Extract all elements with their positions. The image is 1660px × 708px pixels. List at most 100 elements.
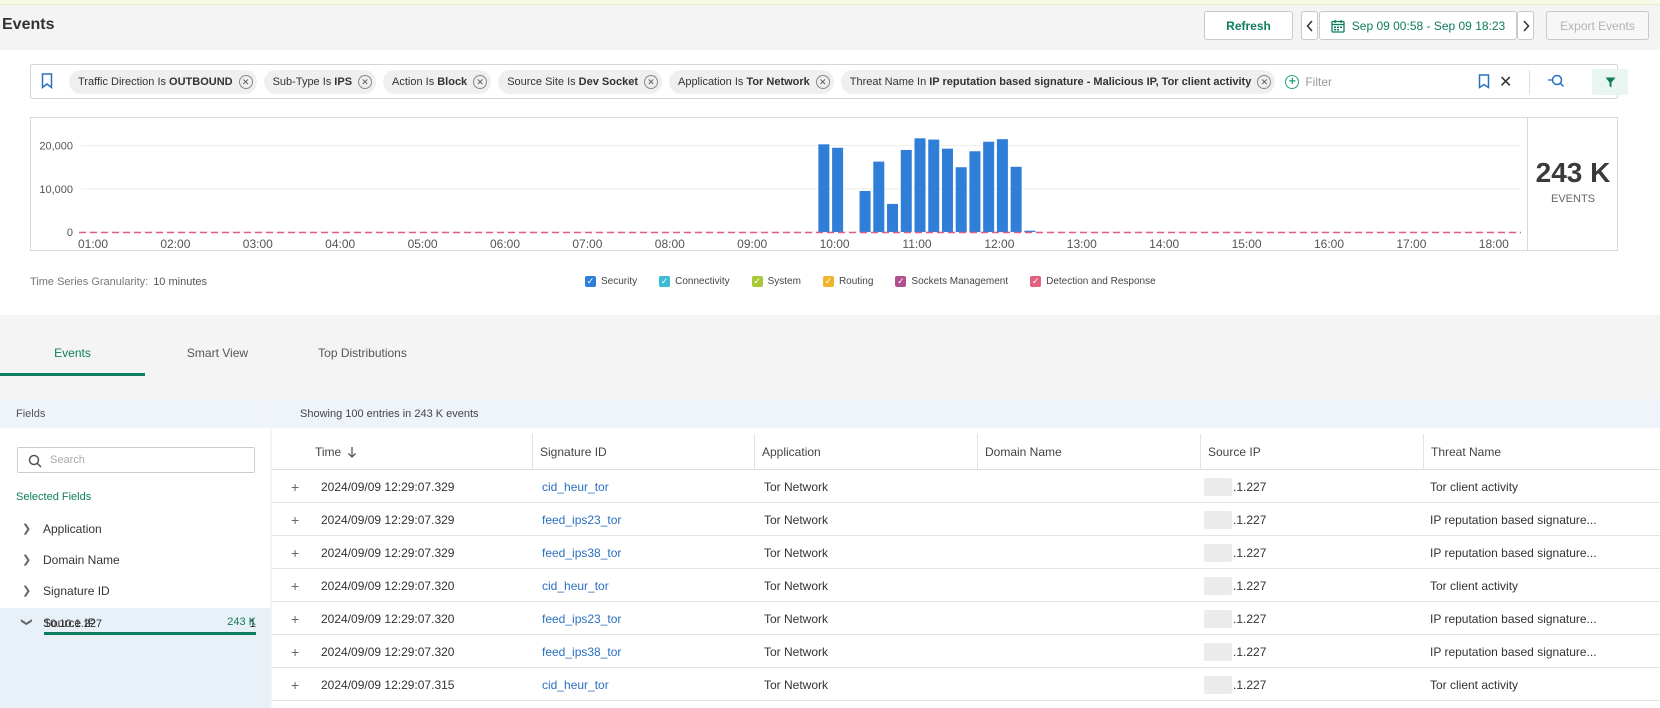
- filter-chip[interactable]: Action Is Block ✕: [383, 70, 492, 94]
- date-range-picker[interactable]: Sep 09 00:58 - Sep 09 18:23: [1319, 11, 1517, 40]
- filter-chip[interactable]: Traffic Direction Is OUTBOUND ✕: [69, 70, 257, 94]
- column-threat-name[interactable]: Threat Name: [1423, 434, 1660, 470]
- table-row[interactable]: + 2024/09/09 12:29:07.320 feed_ips23_tor…: [272, 602, 1660, 635]
- next-range-button[interactable]: [1517, 11, 1534, 40]
- table-row[interactable]: + 2024/09/09 12:29:07.320 feed_ips38_tor…: [272, 635, 1660, 668]
- remove-filter-icon[interactable]: ✕: [358, 75, 373, 89]
- histogram-bar: [941, 148, 953, 232]
- expand-row-icon[interactable]: +: [291, 511, 300, 528]
- remove-filter-icon[interactable]: ✕: [473, 75, 488, 89]
- cell-signature-id[interactable]: feed_ips23_tor: [542, 512, 622, 527]
- checkbox-checked-icon: ✓: [751, 276, 763, 287]
- redacted-block: [1204, 642, 1232, 661]
- histogram-bar: [1024, 230, 1036, 232]
- legend-item[interactable]: ✓ Routing: [822, 276, 873, 287]
- filter-chip[interactable]: Sub-Type Is IPS ✕: [263, 70, 377, 94]
- histogram-svg: 0 10,000 20,000 01:00 02:00 03:00 04:00 05:00 06…: [39, 138, 1521, 251]
- clear-filters-icon[interactable]: ✕: [1499, 74, 1513, 91]
- tab-top-distributions[interactable]: Top Distributions: [318, 346, 407, 360]
- filter-chip-value: OUTBOUND: [169, 76, 233, 88]
- filter-chip[interactable]: Source Site Is Dev Socket ✕: [498, 70, 662, 94]
- saved-queries-icon[interactable]: [41, 73, 53, 92]
- legend-item[interactable]: ✓ System: [751, 276, 801, 287]
- cell-time: 2024/09/09 12:29:07.329: [321, 545, 455, 560]
- expand-row-icon[interactable]: +: [291, 577, 300, 594]
- x-tick-label: 05:00: [408, 237, 438, 251]
- field-domain-name[interactable]: ❯ Domain Name: [0, 544, 270, 575]
- expand-row-icon[interactable]: +: [291, 544, 300, 561]
- cell-signature-id[interactable]: cid_heur_tor: [542, 677, 609, 692]
- legend-item[interactable]: ✓ Sockets Management: [895, 276, 1008, 287]
- divider: [1529, 70, 1530, 94]
- table-row[interactable]: + 2024/09/09 12:29:07.329 cid_heur_tor T…: [272, 470, 1660, 503]
- tab-events[interactable]: Events: [0, 334, 145, 376]
- table-row[interactable]: + 2024/09/09 12:29:07.329 feed_ips23_tor…: [272, 503, 1660, 536]
- legend-label: Sockets Management: [911, 276, 1009, 287]
- table-row[interactable]: + 2024/09/09 12:29:07.320 cid_heur_tor T…: [272, 569, 1660, 602]
- y-tick-label: 10,000: [39, 184, 73, 196]
- tab-smart-view[interactable]: Smart View: [186, 346, 249, 360]
- source-ip-value-count: 243 K: [227, 616, 256, 628]
- source-ip-text: .1.227: [1233, 545, 1267, 560]
- filter-chip-key: Action Is: [392, 76, 435, 88]
- source-ip-text: .1.227: [1233, 611, 1267, 626]
- column-time[interactable]: Time: [272, 434, 532, 470]
- legend-item[interactable]: ✓ Security: [585, 276, 637, 287]
- fields-search-input[interactable]: Search: [17, 447, 255, 473]
- source-ip-value[interactable]: 10.10.1.227: [44, 618, 103, 630]
- legend-item[interactable]: ✓ Connectivity: [659, 276, 730, 287]
- remove-filter-icon[interactable]: ✕: [643, 75, 658, 89]
- column-signature-id[interactable]: Signature ID: [532, 434, 754, 470]
- add-circle-icon: +: [1285, 75, 1300, 89]
- events-counter: 243 K EVENTS: [1527, 117, 1618, 251]
- cell-time: 2024/09/09 12:29:07.315: [321, 677, 455, 692]
- cell-signature-id[interactable]: feed_ips38_tor: [542, 644, 622, 659]
- x-tick-label: 17:00: [1396, 237, 1426, 251]
- filter-chip-value: Dev Socket: [578, 76, 638, 88]
- cell-signature-id[interactable]: cid_heur_tor: [542, 479, 609, 494]
- expand-row-icon[interactable]: +: [291, 478, 300, 495]
- cell-application: Tor Network: [764, 677, 829, 692]
- remove-filter-icon[interactable]: ✕: [238, 75, 253, 89]
- expand-row-icon[interactable]: +: [291, 610, 300, 627]
- legend-item[interactable]: ✓ Detection and Response: [1030, 276, 1156, 287]
- cell-source-ip: .1.227: [1204, 635, 1266, 668]
- field-application[interactable]: ❯ Application: [0, 513, 270, 544]
- field-signature-id[interactable]: ❯ Signature ID: [0, 575, 270, 606]
- previous-range-button[interactable]: [1301, 11, 1318, 40]
- legend-label: System: [767, 276, 801, 287]
- cell-signature-id[interactable]: feed_ips23_tor: [542, 611, 622, 626]
- add-filter-input[interactable]: + Filter: [1285, 75, 1332, 89]
- histogram-bar: [928, 139, 940, 232]
- bookmark-icon[interactable]: [1478, 74, 1490, 92]
- table-row[interactable]: + 2024/09/09 12:29:07.329 feed_ips38_tor…: [272, 536, 1660, 569]
- filter-chip[interactable]: Application Is Tor Network ✕: [668, 70, 834, 94]
- export-events-button[interactable]: Export Events: [1546, 11, 1649, 40]
- refresh-button[interactable]: Refresh: [1204, 11, 1293, 40]
- checkbox-checked-icon: ✓: [585, 276, 596, 287]
- histogram-bar: [887, 203, 899, 232]
- cell-threat-name: IP reputation based signature...: [1430, 512, 1597, 527]
- filter-chip-key: Traffic Direction Is: [78, 76, 167, 88]
- column-application[interactable]: Application: [754, 434, 977, 470]
- source-ip-text: .1.227: [1233, 512, 1267, 527]
- remove-filter-icon[interactable]: ✕: [1257, 75, 1272, 89]
- remove-filter-icon[interactable]: ✕: [815, 75, 830, 89]
- table-row[interactable]: + 2024/09/09 12:29:07.315 cid_heur_tor T…: [272, 668, 1660, 701]
- filter-chip-value: IPS: [334, 76, 353, 88]
- expand-row-icon[interactable]: +: [291, 676, 300, 693]
- expand-row-icon[interactable]: +: [291, 643, 300, 660]
- filter-chip[interactable]: Threat Name In IP reputation based signat…: [840, 70, 1276, 94]
- y-tick-label: 20,000: [39, 141, 73, 153]
- column-domain-name[interactable]: Domain Name: [977, 434, 1200, 470]
- search-zoom-icon[interactable]: [1547, 73, 1565, 92]
- column-label: Time: [315, 445, 342, 459]
- source-ip-text: .1.227: [1233, 479, 1267, 494]
- cell-source-ip: .1.227: [1204, 470, 1266, 503]
- field-source-ip[interactable]: ❯ Source IP 1: [0, 608, 270, 708]
- filter-funnel-button[interactable]: [1592, 69, 1628, 95]
- cell-application: Tor Network: [764, 578, 829, 593]
- column-source-ip[interactable]: Source IP: [1200, 434, 1423, 470]
- cell-signature-id[interactable]: cid_heur_tor: [542, 578, 609, 593]
- cell-signature-id[interactable]: feed_ips38_tor: [542, 545, 622, 560]
